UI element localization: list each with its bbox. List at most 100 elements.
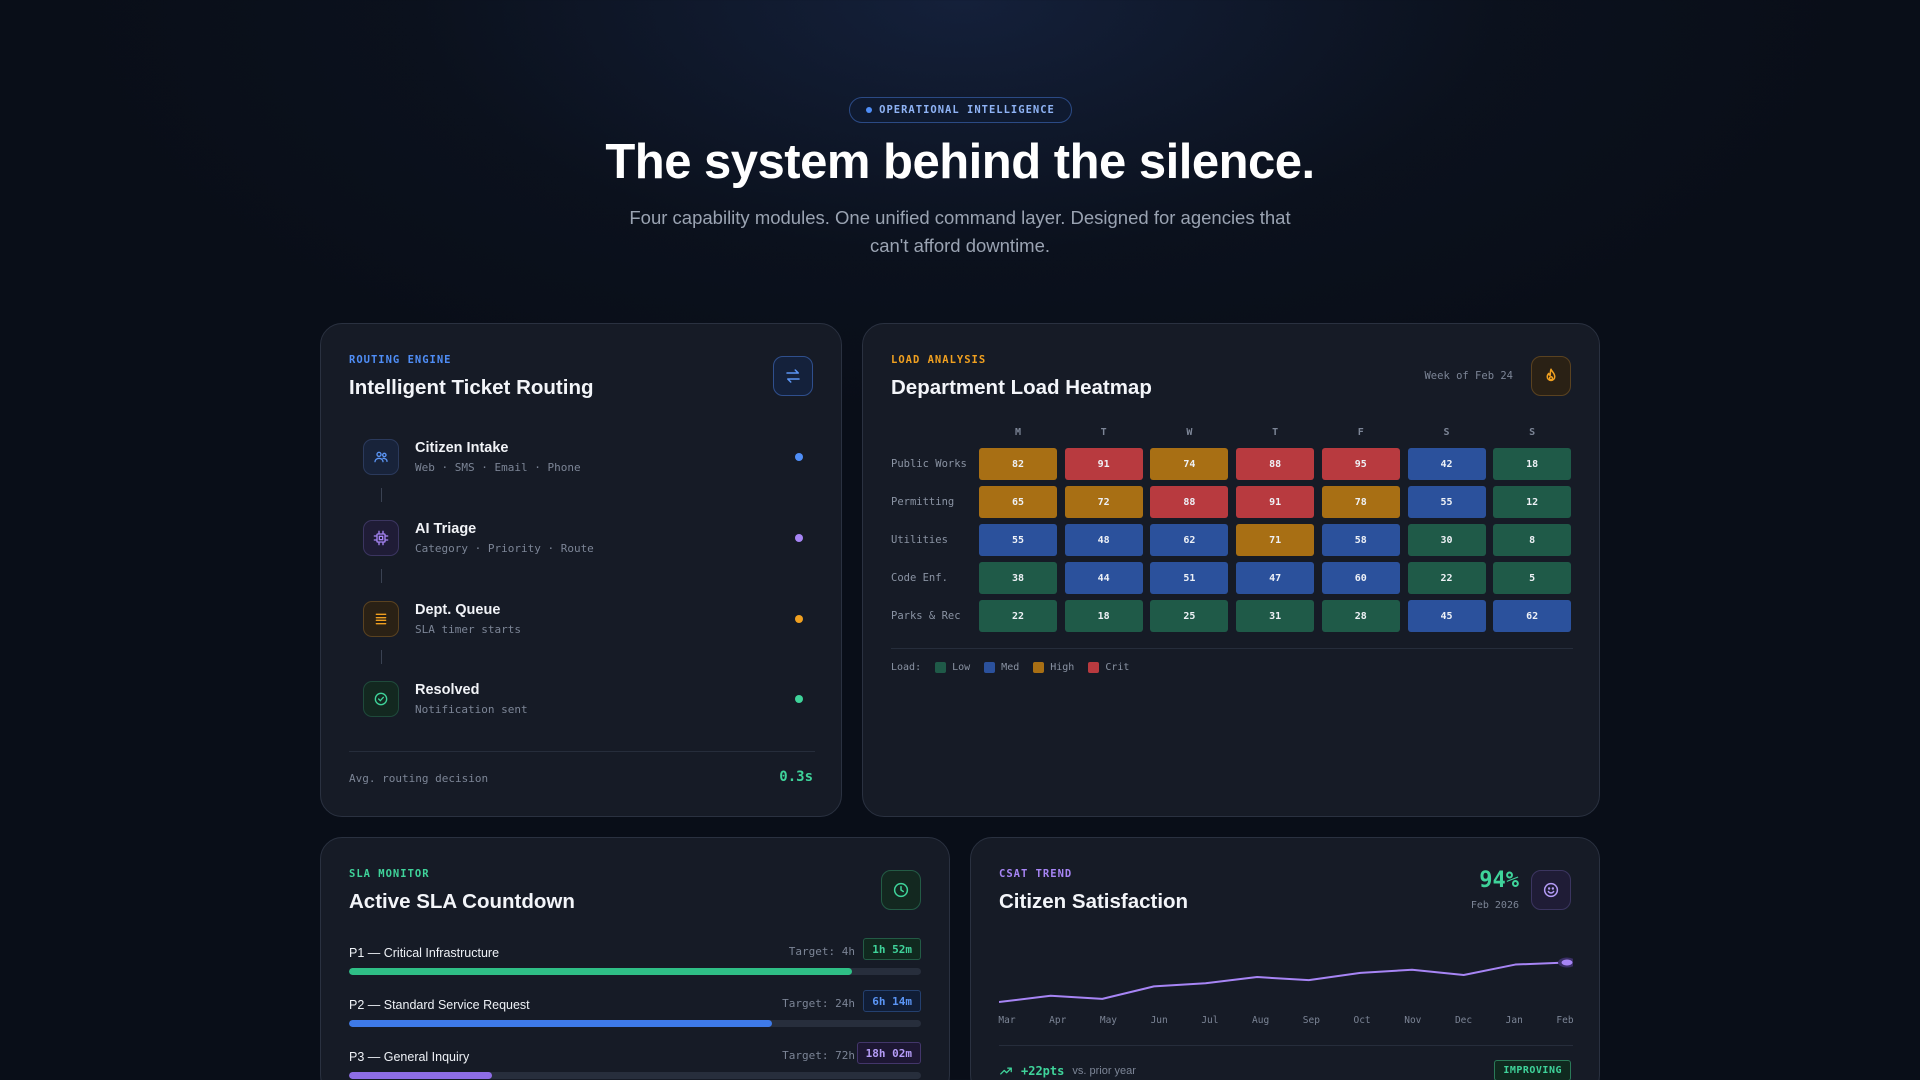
heatmap-cell[interactable]: 71	[1236, 524, 1315, 556]
sla-time-remaining: 1h 52m	[863, 938, 921, 960]
day-header: T	[1272, 427, 1279, 438]
smile-icon[interactable]	[1531, 870, 1571, 910]
heatmap-cell[interactable]: 78	[1321, 486, 1400, 518]
trending-up-icon	[1000, 1067, 1012, 1075]
heatmap-cell[interactable]: 58	[1321, 524, 1400, 556]
heatmap-cell[interactable]: 82	[979, 448, 1057, 480]
badge-label: OPERATIONAL INTELLIGENCE	[879, 104, 1055, 116]
avg-routing-value: 0.3s	[779, 769, 813, 785]
heatmap-cell[interactable]: 91	[1236, 486, 1315, 518]
heatmap-cell[interactable]: 74	[1150, 448, 1229, 480]
heatmap-cell[interactable]: 22	[1407, 562, 1486, 594]
heatmap-cell[interactable]: 8	[1493, 524, 1572, 556]
csat-eyebrow: CSAT TREND	[999, 868, 1073, 880]
step-name: Resolved	[415, 682, 480, 698]
heatmap-cell[interactable]: 22	[979, 600, 1057, 632]
status-dot	[795, 695, 803, 703]
heatmap-cell[interactable]: 12	[1493, 486, 1572, 518]
day-header: W	[1186, 427, 1193, 438]
day-header: S	[1443, 427, 1450, 438]
heatmap-cell[interactable]: 95	[1321, 448, 1400, 480]
day-header: T	[1100, 427, 1107, 438]
csat-card: CSAT TREND Citizen Satisfaction 94% Feb …	[970, 837, 1600, 1080]
sla-row[interactable]: P3 — General Inquiry Target: 72h 18h 02m	[349, 1042, 921, 1080]
department-label: Parks & Rec	[891, 610, 961, 622]
heatmap-cell[interactable]: 31	[1236, 600, 1315, 632]
heatmap-cell[interactable]: 5	[1493, 562, 1572, 594]
csat-trend-line	[999, 961, 1568, 1003]
sla-target: Target: 4h	[788, 945, 855, 958]
heatmap-cell[interactable]: 55	[979, 524, 1057, 556]
heatmap-cell[interactable]: 88	[1236, 448, 1315, 480]
heatmap-cell[interactable]: 28	[1321, 600, 1400, 632]
month-label: Sep	[1302, 1015, 1320, 1026]
step-description: Category · Priority · Route	[415, 542, 594, 555]
sla-row[interactable]: P1 — Critical Infrastructure Target: 4h 1h…	[349, 938, 921, 978]
sla-priority-name: P2 — Standard Service Request	[349, 998, 530, 1012]
heatmap-cell[interactable]: 88	[1150, 486, 1229, 518]
month-label: Mar	[998, 1015, 1016, 1026]
clock-icon[interactable]	[881, 870, 921, 910]
routing-card: ROUTING ENGINE Intelligent Ticket Routin…	[320, 323, 842, 817]
legend-swatch	[1088, 662, 1100, 673]
heatmap-cell[interactable]: 25	[1150, 600, 1229, 632]
connector-line	[381, 569, 382, 583]
routing-step: Resolved Notification sent	[363, 681, 803, 721]
step-description: SLA timer starts	[415, 623, 521, 636]
heatmap-cell[interactable]: 42	[1407, 448, 1486, 480]
heatmap-cell[interactable]: 44	[1064, 562, 1143, 594]
hero-subtitle: Four capability modules. One unified com…	[629, 207, 1291, 256]
heatmap-cell[interactable]: 72	[1064, 486, 1143, 518]
heatmap-cell[interactable]: 38	[979, 562, 1057, 594]
swap-arrows-icon[interactable]	[773, 356, 813, 396]
users-icon	[363, 439, 399, 475]
heatmap-cell[interactable]: 48	[1064, 524, 1143, 556]
heatmap-cell[interactable]: 47	[1236, 562, 1315, 594]
month-label: Jun	[1150, 1015, 1168, 1026]
heatmap-cell[interactable]: 55	[1407, 486, 1486, 518]
heatmap-cell[interactable]: 60	[1321, 562, 1400, 594]
legend-item: High	[1033, 662, 1074, 673]
month-label: Feb	[1556, 1015, 1574, 1026]
legend-swatch	[984, 662, 996, 673]
month-label: Jan	[1505, 1015, 1523, 1026]
heatmap-cell[interactable]: 65	[979, 486, 1057, 518]
latest-point-marker[interactable]	[1561, 959, 1573, 966]
legend-label: Crit	[1105, 662, 1130, 673]
sla-time-remaining: 18h 02m	[856, 1042, 921, 1064]
heatmap-eyebrow: LOAD ANALYSIS	[891, 354, 987, 366]
department-label: Code Enf.	[891, 572, 948, 584]
status-dot	[795, 453, 803, 461]
heatmap-cell[interactable]: 18	[1493, 448, 1572, 480]
routing-title: Intelligent Ticket Routing	[349, 376, 594, 399]
sla-row[interactable]: P2 — Standard Service Request Target: 24h…	[349, 990, 921, 1030]
sla-progress-fill	[349, 1020, 773, 1027]
month-label: Dec	[1454, 1015, 1473, 1026]
cpu-icon	[363, 520, 399, 556]
month-label: Oct	[1353, 1015, 1371, 1026]
heatmap-legend: Load: Low Med High Crit	[891, 662, 1129, 673]
flame-icon[interactable]	[1531, 356, 1571, 396]
routing-eyebrow: ROUTING ENGINE	[349, 354, 452, 366]
heatmap-cell[interactable]: 45	[1407, 600, 1486, 632]
heatmap-title: Department Load Heatmap	[891, 376, 1152, 399]
sla-eyebrow: SLA MONITOR	[349, 868, 430, 880]
heatmap-cell[interactable]: 91	[1064, 448, 1143, 480]
department-label: Permitting	[891, 496, 955, 508]
day-header: F	[1357, 427, 1364, 438]
routing-step: Citizen Intake Web · SMS · Email · Phone	[363, 439, 803, 479]
heatmap-cell[interactable]: 30	[1407, 524, 1486, 556]
status-dot	[795, 534, 803, 542]
sla-progress-track	[349, 1020, 921, 1027]
day-header: S	[1529, 427, 1536, 438]
heatmap-cell[interactable]: 51	[1150, 562, 1229, 594]
badge-dot-icon	[866, 107, 873, 113]
hero-title: The system behind the silence.	[605, 135, 1315, 189]
routing-step: Dept. Queue SLA timer starts	[363, 601, 803, 641]
connector-line	[381, 650, 382, 664]
legend-swatch	[1033, 662, 1045, 673]
heatmap-cell[interactable]: 18	[1064, 600, 1143, 632]
heatmap-cell[interactable]: 62	[1150, 524, 1229, 556]
legend-item: Med	[984, 662, 1019, 673]
heatmap-cell[interactable]: 62	[1493, 600, 1572, 632]
